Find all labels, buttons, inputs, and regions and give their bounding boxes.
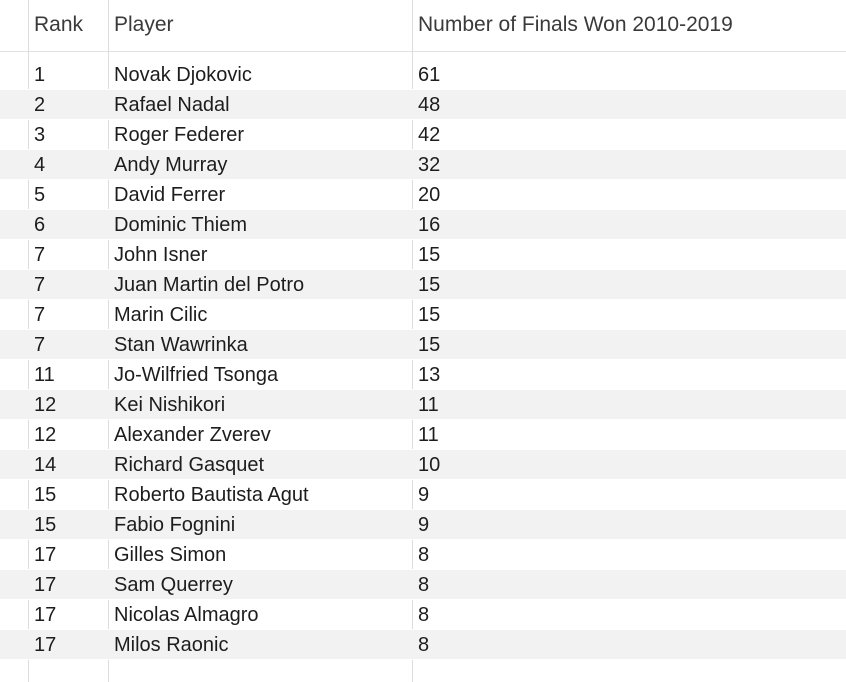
table-row[interactable]: 2 Rafael Nadal 48 <box>0 90 846 120</box>
rank-cell: 17 <box>34 604 57 626</box>
finals-cell: 48 <box>418 94 441 116</box>
rank-cell: 15 <box>34 514 57 536</box>
player-cell: Roberto Bautista Agut <box>114 484 309 506</box>
finals-cell: 20 <box>418 184 441 206</box>
finals-cell: 16 <box>418 214 441 236</box>
table-row[interactable]: 15 Fabio Fognini 9 <box>0 510 846 540</box>
finals-cell: 15 <box>418 304 441 326</box>
table-row[interactable]: 17 Gilles Simon 8 <box>0 540 846 570</box>
finals-cell: 15 <box>418 244 441 266</box>
rank-cell: 2 <box>34 94 46 116</box>
player-cell: Roger Federer <box>114 124 245 146</box>
rank-cell: 4 <box>34 154 46 176</box>
column-header-player[interactable]: Player <box>114 13 174 36</box>
player-cell: Richard Gasquet <box>114 454 265 476</box>
column-header-rank[interactable]: Rank <box>34 13 84 36</box>
finals-cell: 8 <box>418 634 430 656</box>
rank-cell: 7 <box>34 304 46 326</box>
rank-cell: 1 <box>34 64 46 86</box>
table-row[interactable]: 12 Kei Nishikori 11 <box>0 390 846 420</box>
rank-cell: 12 <box>34 424 57 446</box>
player-cell: Alexander Zverev <box>114 424 271 446</box>
table-row[interactable]: 12 Alexander Zverev 11 <box>0 420 846 450</box>
table-row[interactable]: 3 Roger Federer 42 <box>0 120 846 150</box>
player-cell: Jo-Wilfried Tsonga <box>114 364 279 386</box>
table-row[interactable]: 17 Milos Raonic 8 <box>0 630 846 660</box>
player-cell: Stan Wawrinka <box>114 334 248 356</box>
rank-cell: 7 <box>34 274 46 296</box>
rank-cell: 12 <box>34 394 57 416</box>
table-row[interactable]: 11 Jo-Wilfried Tsonga 13 <box>0 360 846 390</box>
table-row[interactable]: 7 Stan Wawrinka 15 <box>0 330 846 360</box>
player-cell: Sam Querrey <box>114 574 233 596</box>
table-row[interactable]: 4 Andy Murray 32 <box>0 150 846 180</box>
finals-cell: 10 <box>418 454 441 476</box>
rank-cell: 6 <box>34 214 46 236</box>
finals-cell: 13 <box>418 364 441 386</box>
finals-cell: 9 <box>418 484 430 506</box>
player-cell: David Ferrer <box>114 184 226 206</box>
rank-cell: 11 <box>34 364 55 386</box>
finals-cell: 9 <box>418 514 430 536</box>
table-row[interactable]: 7 Marin Cilic 15 <box>0 300 846 330</box>
finals-cell: 8 <box>418 604 430 626</box>
finals-cell: 8 <box>418 544 430 566</box>
player-cell: Kei Nishikori <box>114 394 226 416</box>
rank-cell: 5 <box>34 184 46 206</box>
finals-cell: 11 <box>418 394 439 416</box>
finals-cell: 15 <box>418 334 441 356</box>
rank-cell: 17 <box>34 634 57 656</box>
player-cell: Nicolas Almagro <box>114 604 259 626</box>
player-cell: Novak Djokovic <box>114 64 252 86</box>
table-body: 1 Novak Djokovic 61 2 Rafael Nadal 48 3 Roger F… <box>0 60 846 660</box>
rank-cell: 17 <box>34 574 57 596</box>
table-row[interactable]: 14 Richard Gasquet 10 <box>0 450 846 480</box>
rank-cell: 3 <box>34 124 46 146</box>
column-header-finals[interactable]: Number of Finals Won 2010-2019 <box>418 13 733 36</box>
player-cell: Andy Murray <box>114 154 228 176</box>
rank-cell: 7 <box>34 244 46 266</box>
player-cell: Dominic Thiem <box>114 214 247 236</box>
table-row[interactable]: 7 Juan Martin del Potro 15 <box>0 270 846 300</box>
finals-cell: 8 <box>418 574 430 596</box>
player-cell: Marin Cilic <box>114 304 208 326</box>
table-row[interactable]: 15 Roberto Bautista Agut 9 <box>0 480 846 510</box>
finals-cell: 15 <box>418 274 441 296</box>
player-cell: Juan Martin del Potro <box>114 274 305 296</box>
rank-cell: 17 <box>34 544 57 566</box>
table-row[interactable]: 17 Nicolas Almagro 8 <box>0 600 846 630</box>
table-header-row: Rank Player Number of Finals Won 2010-20… <box>0 0 846 52</box>
player-cell: Gilles Simon <box>114 544 227 566</box>
table-row[interactable]: 6 Dominic Thiem 16 <box>0 210 846 240</box>
player-cell: Fabio Fognini <box>114 514 236 536</box>
finals-cell: 11 <box>418 424 439 446</box>
rank-cell: 14 <box>34 454 57 476</box>
table-row[interactable]: 7 John Isner 15 <box>0 240 846 270</box>
finals-cell: 61 <box>418 64 441 86</box>
rank-cell: 15 <box>34 484 57 506</box>
player-cell: Milos Raonic <box>114 634 229 656</box>
rank-cell: 7 <box>34 334 46 356</box>
finals-cell: 32 <box>418 154 441 176</box>
player-cell: John Isner <box>114 244 208 266</box>
table-row[interactable]: 5 David Ferrer 20 <box>0 180 846 210</box>
finals-cell: 42 <box>418 124 441 146</box>
table-row[interactable]: 17 Sam Querrey 8 <box>0 570 846 600</box>
player-cell: Rafael Nadal <box>114 94 230 116</box>
table-row[interactable]: 1 Novak Djokovic 61 <box>0 60 846 90</box>
